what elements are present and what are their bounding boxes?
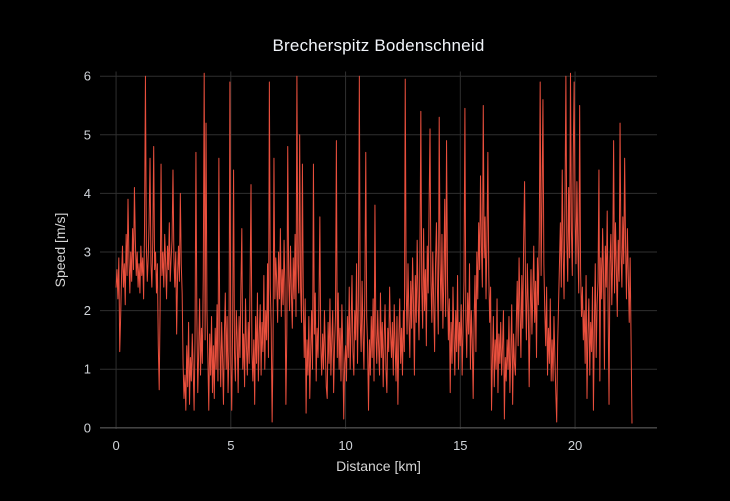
y-axis-title: Speed [m/s]: [52, 212, 68, 288]
x-axis-title: Distance [km]: [336, 458, 421, 474]
y-tick-label: 4: [84, 186, 91, 201]
chart-title: Brecherspitz Bodenschneid: [272, 36, 485, 55]
y-tick-label: 2: [84, 303, 91, 318]
x-tick-label: 20: [568, 438, 582, 453]
speed-trace: [115, 72, 633, 424]
y-tick-label: 1: [84, 362, 91, 377]
x-tick-label: 10: [338, 438, 352, 453]
trace-layer: [115, 72, 633, 424]
x-tick-label: 0: [112, 438, 119, 453]
tick-layer: 0 5 10 15 20 0 1 2 3 4 5 6: [84, 69, 583, 453]
y-tick-label: 6: [84, 69, 91, 84]
x-tick-label: 5: [227, 438, 234, 453]
y-tick-label: 3: [84, 245, 91, 260]
y-tick-label: 5: [84, 127, 91, 142]
x-tick-label: 15: [453, 438, 467, 453]
y-tick-label: 0: [84, 420, 91, 435]
